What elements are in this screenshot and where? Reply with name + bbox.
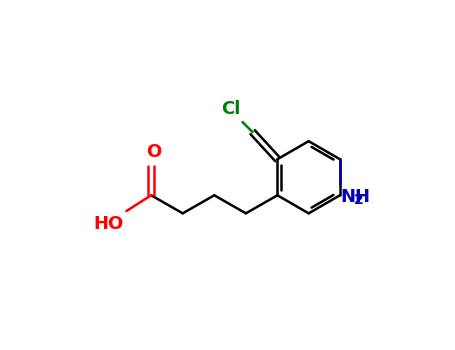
Text: Cl: Cl [221, 100, 240, 118]
Text: O: O [146, 144, 162, 161]
Text: NH: NH [340, 188, 370, 206]
Text: 2: 2 [354, 193, 363, 207]
Text: HO: HO [93, 215, 124, 233]
